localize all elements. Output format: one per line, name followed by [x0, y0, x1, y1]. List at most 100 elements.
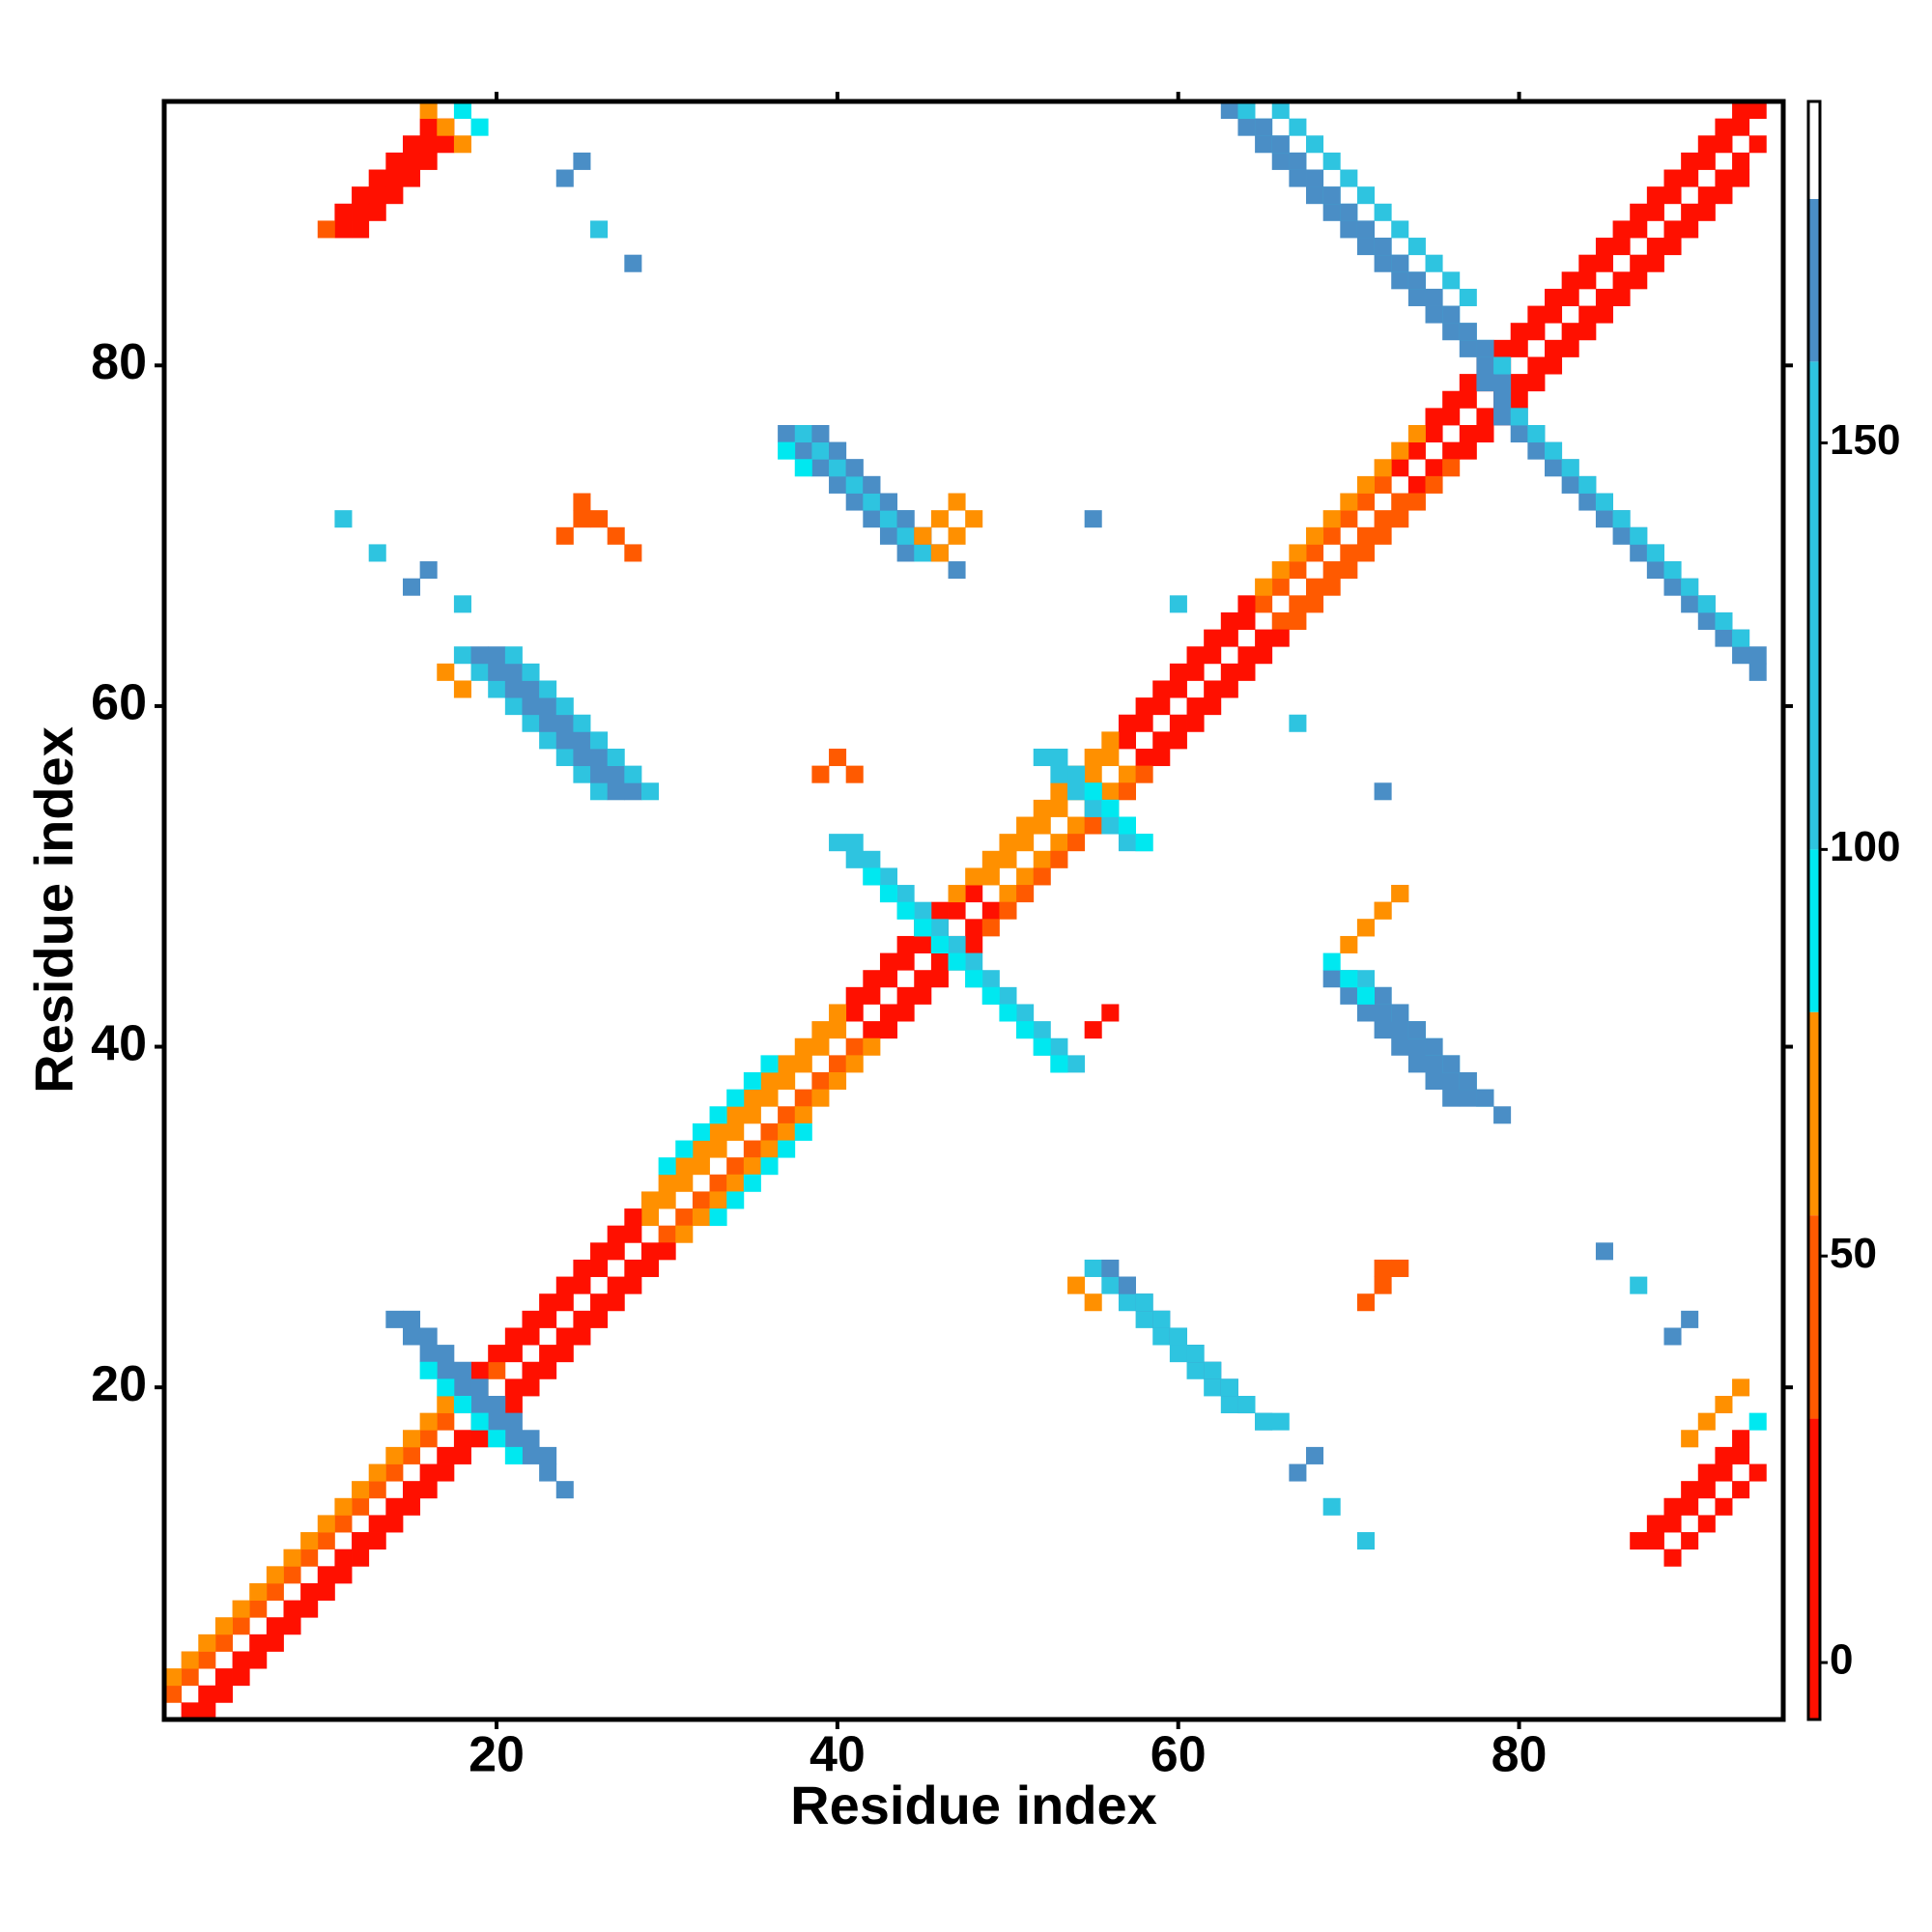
cell: [1732, 118, 1750, 136]
cell: [198, 1651, 216, 1669]
cell: [334, 1515, 353, 1533]
cell: [879, 1021, 898, 1039]
cell: [658, 1174, 676, 1192]
cell: [1527, 441, 1546, 460]
cell: [385, 186, 404, 205]
cell: [555, 1481, 574, 1499]
cell: [692, 1140, 710, 1158]
x-tick-label: 20: [469, 1727, 525, 1783]
cell: [845, 493, 864, 511]
cell: [1442, 441, 1461, 460]
cell: [1118, 816, 1136, 835]
cell: [1476, 339, 1494, 357]
cell: [590, 1242, 609, 1261]
cell: [1697, 1481, 1716, 1499]
cell: [504, 1378, 523, 1397]
cell: [726, 1191, 745, 1209]
cell: [930, 510, 949, 528]
cell: [1050, 850, 1068, 868]
cell: [778, 1072, 796, 1091]
cell: [352, 1497, 370, 1516]
cell: [607, 782, 625, 801]
cell: [488, 663, 506, 681]
cell: [863, 986, 881, 1005]
cell: [1356, 970, 1375, 988]
cell: [845, 1055, 864, 1073]
cell: [1016, 834, 1035, 852]
cell: [573, 152, 591, 170]
cell: [1135, 714, 1153, 732]
cell: [1118, 782, 1136, 801]
cell: [1459, 339, 1477, 357]
cell: [1715, 135, 1733, 154]
cell: [1407, 1037, 1426, 1056]
cell: [1748, 101, 1767, 120]
cell: [1715, 186, 1733, 205]
cell: [1715, 629, 1733, 647]
cell: [863, 1037, 881, 1056]
cell: [368, 203, 386, 221]
cell: [829, 749, 847, 767]
cell: [1237, 118, 1256, 136]
cell: [1391, 459, 1409, 477]
cell: [522, 714, 540, 732]
cell: [879, 510, 898, 528]
cell: [1697, 186, 1716, 205]
cell: [845, 765, 864, 783]
cell: [522, 1327, 540, 1346]
cell: [1135, 1293, 1153, 1312]
cell: [1101, 1259, 1120, 1277]
colorbar-tick-label: 0: [1830, 1636, 1853, 1684]
cell: [930, 544, 949, 562]
cell: [692, 1208, 710, 1227]
cell: [930, 901, 949, 920]
cell: [1050, 1037, 1068, 1056]
cell: [402, 1327, 421, 1346]
cell: [504, 1412, 523, 1431]
cell: [266, 1582, 284, 1601]
cell: [1630, 526, 1648, 545]
cell: [1578, 254, 1597, 272]
cell: [760, 1157, 779, 1176]
cell: [1715, 1497, 1733, 1516]
cell: [743, 1174, 761, 1192]
cell: [1016, 885, 1035, 903]
cell: [385, 1497, 404, 1516]
cell: [1732, 1378, 1750, 1397]
cell: [1118, 714, 1136, 732]
cell: [504, 646, 523, 665]
cell: [555, 526, 574, 545]
cell: [1169, 680, 1187, 698]
cell: [1356, 220, 1375, 239]
cell: [1340, 986, 1358, 1005]
cell: [863, 867, 881, 886]
cell: [1476, 1089, 1494, 1107]
cell: [300, 1582, 319, 1601]
cell: [1595, 305, 1613, 324]
cell: [1186, 663, 1205, 681]
cell: [999, 901, 1017, 920]
cell: [1356, 475, 1375, 494]
cell: [1459, 390, 1477, 409]
cell: [743, 1157, 761, 1176]
cell: [829, 834, 847, 852]
cell: [1391, 441, 1409, 460]
cell: [1306, 578, 1324, 596]
cell: [1630, 203, 1648, 221]
cell: [1715, 1446, 1733, 1464]
cell: [522, 1378, 540, 1397]
cell: [1186, 697, 1205, 716]
cell: [1322, 510, 1341, 528]
cell: [419, 561, 438, 580]
cell: [573, 1310, 591, 1328]
cell: [334, 1548, 353, 1567]
cell: [1663, 186, 1682, 205]
cell: [317, 1582, 335, 1601]
cell: [675, 1174, 694, 1192]
cell: [232, 1651, 250, 1669]
cell: [863, 850, 881, 868]
cell: [1442, 323, 1461, 341]
cell: [419, 1345, 438, 1363]
cell: [879, 952, 898, 971]
